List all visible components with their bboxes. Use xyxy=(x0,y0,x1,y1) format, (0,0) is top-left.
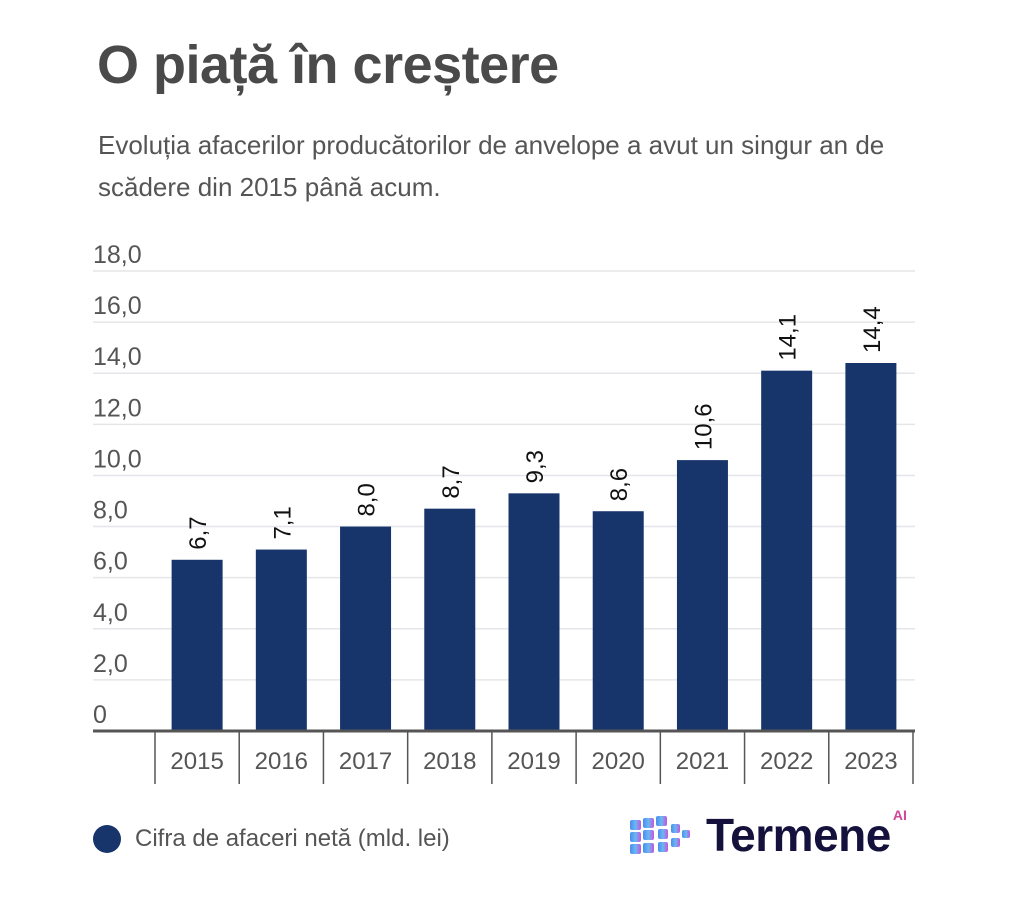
data-label-2017: 8,0 xyxy=(354,483,381,516)
chart-title: O piață în creștere xyxy=(97,35,559,95)
logo-wordmark: Termene xyxy=(706,809,891,861)
chart-subtitle: Evoluția afacerilor producătorilor de an… xyxy=(98,130,885,202)
bar-2016 xyxy=(255,549,307,731)
y-tick-label: 10,0 xyxy=(93,445,142,473)
legend: Cifra de afaceri netă (mld. lei) xyxy=(93,825,450,853)
bar-2015 xyxy=(171,559,223,731)
bar-2021 xyxy=(676,460,728,731)
y-tick-label: 0 xyxy=(93,701,107,729)
x-tick-label: 2020 xyxy=(592,748,645,775)
x-tick-label: 2019 xyxy=(507,748,560,775)
x-tick-label: 2016 xyxy=(255,748,308,775)
data-label-2018: 8,7 xyxy=(438,465,465,498)
bar-2022 xyxy=(761,370,813,731)
cube-logo-icon xyxy=(630,816,690,854)
data-label-2021: 10,6 xyxy=(690,403,717,450)
y-tick-label: 18,0 xyxy=(93,241,142,269)
y-tick-label: 16,0 xyxy=(93,292,142,320)
data-label-2019: 9,3 xyxy=(522,450,549,483)
bar-2020 xyxy=(592,511,644,731)
termene-logo: Termene AI xyxy=(628,807,907,862)
legend-label: Cifra de afaceri netă (mld. lei) xyxy=(135,825,450,852)
data-label-2020: 8,6 xyxy=(606,468,633,501)
y-tick-label: 4,0 xyxy=(93,599,128,627)
x-tick-label: 2017 xyxy=(339,748,392,775)
x-tick-label: 2015 xyxy=(170,748,223,775)
bar-2018 xyxy=(424,508,476,731)
y-tick-label: 8,0 xyxy=(93,497,128,525)
y-tick-label: 12,0 xyxy=(93,394,142,422)
x-tick-label: 2021 xyxy=(676,748,729,775)
y-tick-label: 14,0 xyxy=(93,343,142,371)
y-tick-label: 2,0 xyxy=(93,650,128,678)
data-label-2016: 7,1 xyxy=(269,506,296,539)
x-tick-label: 2023 xyxy=(844,748,897,775)
bar-2019 xyxy=(508,493,560,731)
bar-2017 xyxy=(340,526,392,731)
data-label-2022: 14,1 xyxy=(775,314,802,361)
legend-swatch xyxy=(93,825,121,853)
data-label-2023: 14,4 xyxy=(859,306,886,353)
bar-2023 xyxy=(845,363,897,731)
y-tick-label: 6,0 xyxy=(93,548,128,576)
x-tick-label: 2022 xyxy=(760,748,813,775)
x-tick-label: 2018 xyxy=(423,748,476,775)
logo-ai-badge: AI xyxy=(892,807,907,823)
data-label-2015: 6,7 xyxy=(185,516,212,549)
